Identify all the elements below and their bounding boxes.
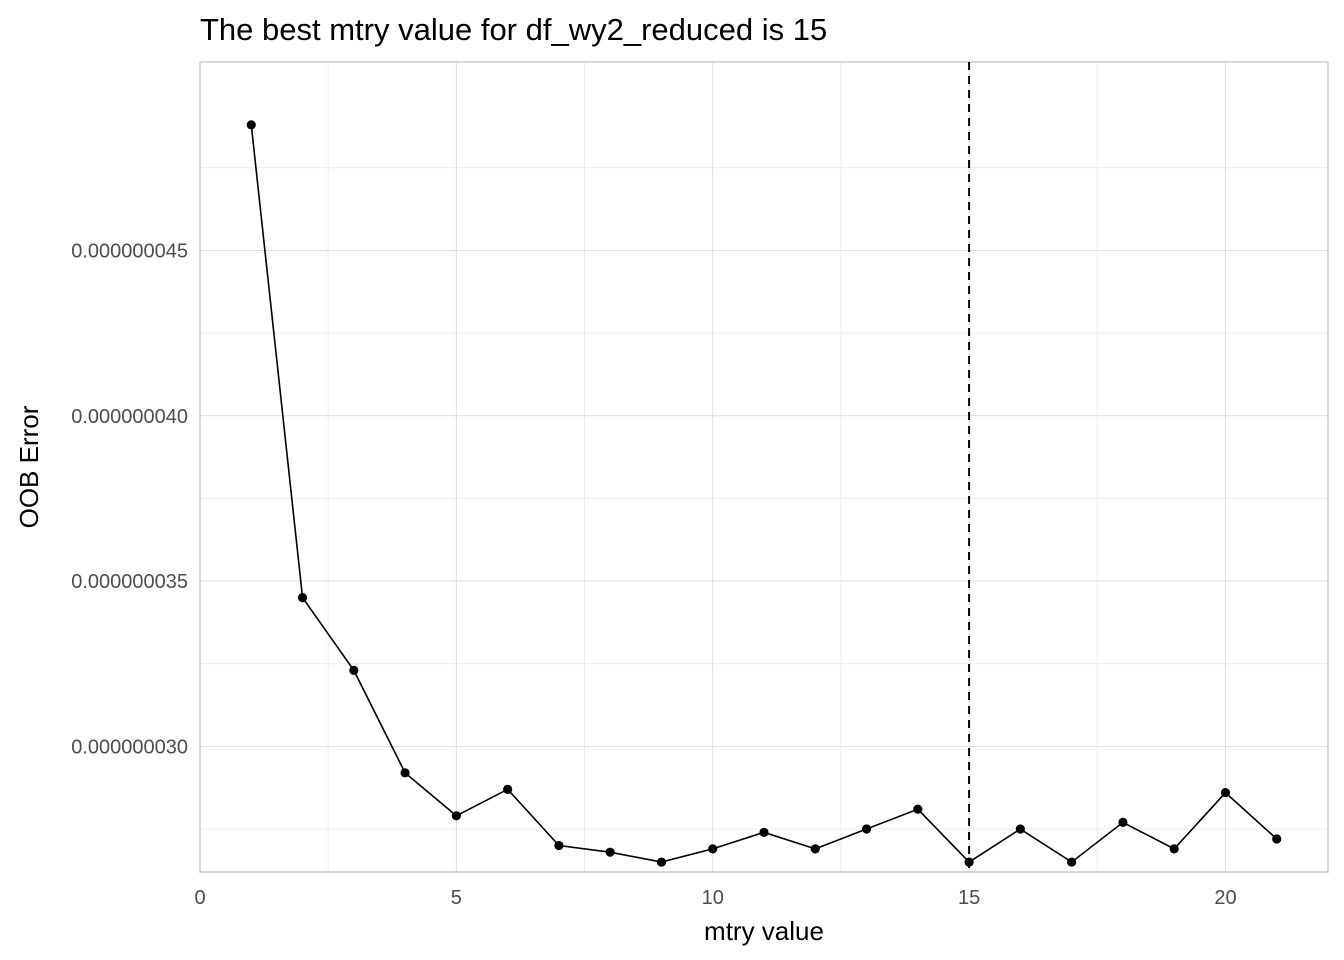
plot-panel [199, 61, 1329, 873]
x-tick-label: 20 [1214, 887, 1236, 909]
y-tick-label: 0.000000040 [71, 406, 188, 428]
data-point [810, 844, 820, 854]
series-group [246, 120, 1282, 867]
data-point [1015, 824, 1025, 834]
chart-title: The best mtry value for df_wy2_reduced i… [200, 12, 827, 47]
y-tick-label: 0.000000045 [71, 240, 188, 262]
x-axis-ticks: 0 5 10 15 20 [194, 887, 1236, 909]
data-point [1169, 844, 1179, 854]
data-point [913, 804, 923, 814]
y-tick-label: 0.000000035 [71, 571, 188, 593]
x-axis-title: mtry value [704, 916, 824, 946]
data-point [759, 827, 769, 837]
y-axis-ticks: 0.000000030 0.000000035 0.000000040 0.00000… [71, 240, 188, 758]
y-axis-title: OOB Error [14, 405, 44, 528]
data-point [554, 840, 564, 851]
series-line [250, 124, 1278, 864]
data-point [605, 847, 615, 857]
data-point [964, 857, 974, 867]
data-point [246, 120, 256, 130]
data-point [1067, 857, 1077, 867]
x-tick-label: 0 [194, 887, 205, 909]
data-point [1220, 788, 1231, 798]
x-tick-label: 15 [958, 887, 980, 909]
data-point [656, 857, 667, 867]
data-point [708, 844, 718, 854]
x-tick-label: 10 [702, 887, 724, 909]
y-tick-label: 0.000000030 [71, 736, 188, 758]
data-point [451, 811, 461, 821]
data-point [503, 784, 513, 794]
data-point [861, 824, 872, 834]
x-tick-label: 5 [451, 887, 462, 909]
data-point [349, 665, 359, 675]
data-point [297, 592, 308, 603]
data-point [1272, 834, 1282, 844]
data-point [1118, 817, 1128, 828]
data-point [400, 768, 410, 778]
grid [199, 62, 1328, 872]
